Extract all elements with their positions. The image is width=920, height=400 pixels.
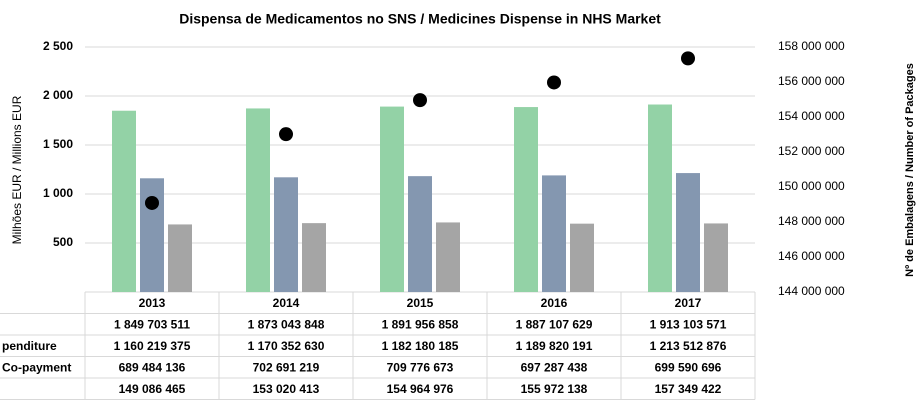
bar (302, 223, 326, 292)
bar (140, 178, 164, 292)
data-label: 1 891 956 858 (382, 317, 459, 331)
data-label: 699 590 696 (655, 360, 722, 374)
x-tick-label: 2015 (407, 296, 434, 310)
data-label: 1 189 820 191 (516, 339, 593, 353)
bar (408, 176, 432, 292)
data-label: 1 887 107 629 (516, 317, 593, 331)
data-label: 157 349 422 (655, 382, 722, 396)
bar (648, 104, 672, 293)
x-tick-label: 2013 (139, 296, 166, 310)
bar (570, 223, 594, 292)
y-tick-label: 1 500 (43, 137, 73, 151)
bar (514, 107, 538, 293)
chart-title: Dispensa de Medicamentos no SNS / Medici… (179, 11, 661, 27)
y-tick-label: 2 500 (43, 39, 73, 53)
dot (279, 127, 293, 142)
data-label: 155 972 138 (521, 382, 588, 396)
y-tick-label: 500 (53, 235, 73, 249)
y2-axis-title: Nº de Embalagens / Number of Packages (904, 63, 916, 277)
dot (547, 75, 561, 90)
data-label: 1 170 352 630 (248, 339, 325, 353)
bar (542, 175, 566, 292)
data-label: 154 964 976 (387, 382, 454, 396)
y-tick-label: 2 000 (43, 88, 73, 102)
data-label: 702 691 219 (253, 360, 320, 374)
dot (681, 51, 695, 66)
legend-label: Co-payment (2, 360, 71, 374)
data-label: 689 484 136 (119, 360, 186, 374)
legend-label: penditure (2, 339, 57, 353)
data-label: 1 182 180 185 (382, 339, 459, 353)
x-tick-label: 2017 (675, 296, 702, 310)
data-label: 1 873 043 848 (248, 317, 325, 331)
data-label: 1 913 103 571 (650, 317, 727, 331)
dot (145, 195, 159, 210)
y2-tick-label: 146 000 000 (778, 249, 845, 263)
data-label: 153 020 413 (253, 382, 320, 396)
bar (436, 222, 460, 292)
bar (380, 106, 404, 292)
dot (413, 93, 427, 108)
y2-tick-label: 150 000 000 (778, 179, 845, 193)
y2-tick-label: 152 000 000 (778, 144, 845, 158)
y-tick-label: 1 000 (43, 186, 73, 200)
y2-tick-label: 158 000 000 (778, 39, 845, 53)
bar (676, 173, 700, 292)
bar (274, 177, 298, 292)
y-axis-title: Milhões EUR / Millions EUR (10, 95, 24, 244)
data-label: 697 287 438 (521, 360, 588, 374)
data-label: 709 776 673 (387, 360, 454, 374)
bar (168, 224, 192, 292)
y2-tick-label: 156 000 000 (778, 74, 845, 88)
y2-tick-label: 148 000 000 (778, 214, 845, 228)
y2-tick-label: 144 000 000 (778, 284, 845, 298)
x-tick-label: 2016 (541, 296, 568, 310)
data-label: 1 849 703 511 (114, 317, 190, 331)
y2-tick-label: 154 000 000 (778, 109, 845, 123)
x-tick-label: 2014 (273, 296, 300, 310)
data-label: 1 160 219 375 (114, 339, 191, 353)
data-label: 1 213 512 876 (650, 339, 727, 353)
data-label: 149 086 465 (119, 382, 186, 396)
bar (112, 110, 136, 292)
bar (704, 223, 728, 292)
bar (246, 108, 270, 292)
